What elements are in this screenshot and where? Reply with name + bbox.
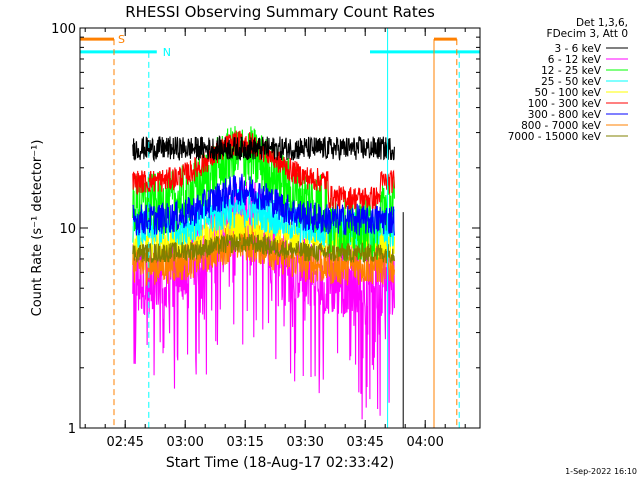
x-axis-label: Start Time (18-Aug-17 02:33:42) (166, 455, 394, 471)
legend-label: 300 - 800 keV (528, 109, 602, 121)
x-tick-label: 04:00 (406, 435, 443, 450)
y-tick-label: 100 (51, 22, 76, 37)
series-layer (132, 126, 395, 420)
y-tick-label: 10 (59, 222, 76, 237)
flag-layer: NS (80, 28, 480, 428)
series-line (132, 233, 395, 265)
x-tick-label: 03:00 (166, 435, 203, 450)
y-axis-label: Count Rate (s⁻¹ detector⁻¹) (30, 140, 45, 317)
legend-label: 800 - 7000 keV (521, 120, 602, 132)
y-tick-label: 1 (68, 422, 76, 437)
legend-label: 50 - 100 keV (534, 87, 601, 99)
x-tick-label: 03:45 (346, 435, 383, 450)
series-line (132, 126, 395, 261)
series-line (132, 173, 395, 236)
legend-label: 7000 - 15000 keV (508, 131, 602, 143)
footer-date: 1-Sep-2022 16:10 (565, 467, 637, 476)
x-tick-label: 03:30 (286, 435, 323, 450)
x-tick-label: 02:45 (106, 435, 143, 450)
legend-label: 12 - 25 keV (541, 65, 602, 77)
night-flag-label: N (163, 46, 171, 59)
attenuator-flag-label: S (118, 33, 125, 46)
legend-header: FDecim 3, Att 0 (547, 28, 628, 40)
series-line (132, 130, 395, 210)
legend-label: 25 - 50 keV (541, 76, 602, 88)
legend-label: 3 - 6 keV (554, 43, 601, 55)
legend-header: Det 1,3,6, (576, 17, 628, 29)
x-tick-label: 03:15 (226, 435, 263, 450)
legend-label: 100 - 300 keV (528, 98, 602, 110)
legend-label: 6 - 12 keV (548, 54, 602, 66)
chart-title: RHESSI Observing Summary Count Rates (125, 3, 435, 21)
series-line (132, 135, 395, 163)
axis-layer: 1 10 100 02:45 03:00 03:15 03:30 03:45 04:00 (51, 22, 480, 450)
